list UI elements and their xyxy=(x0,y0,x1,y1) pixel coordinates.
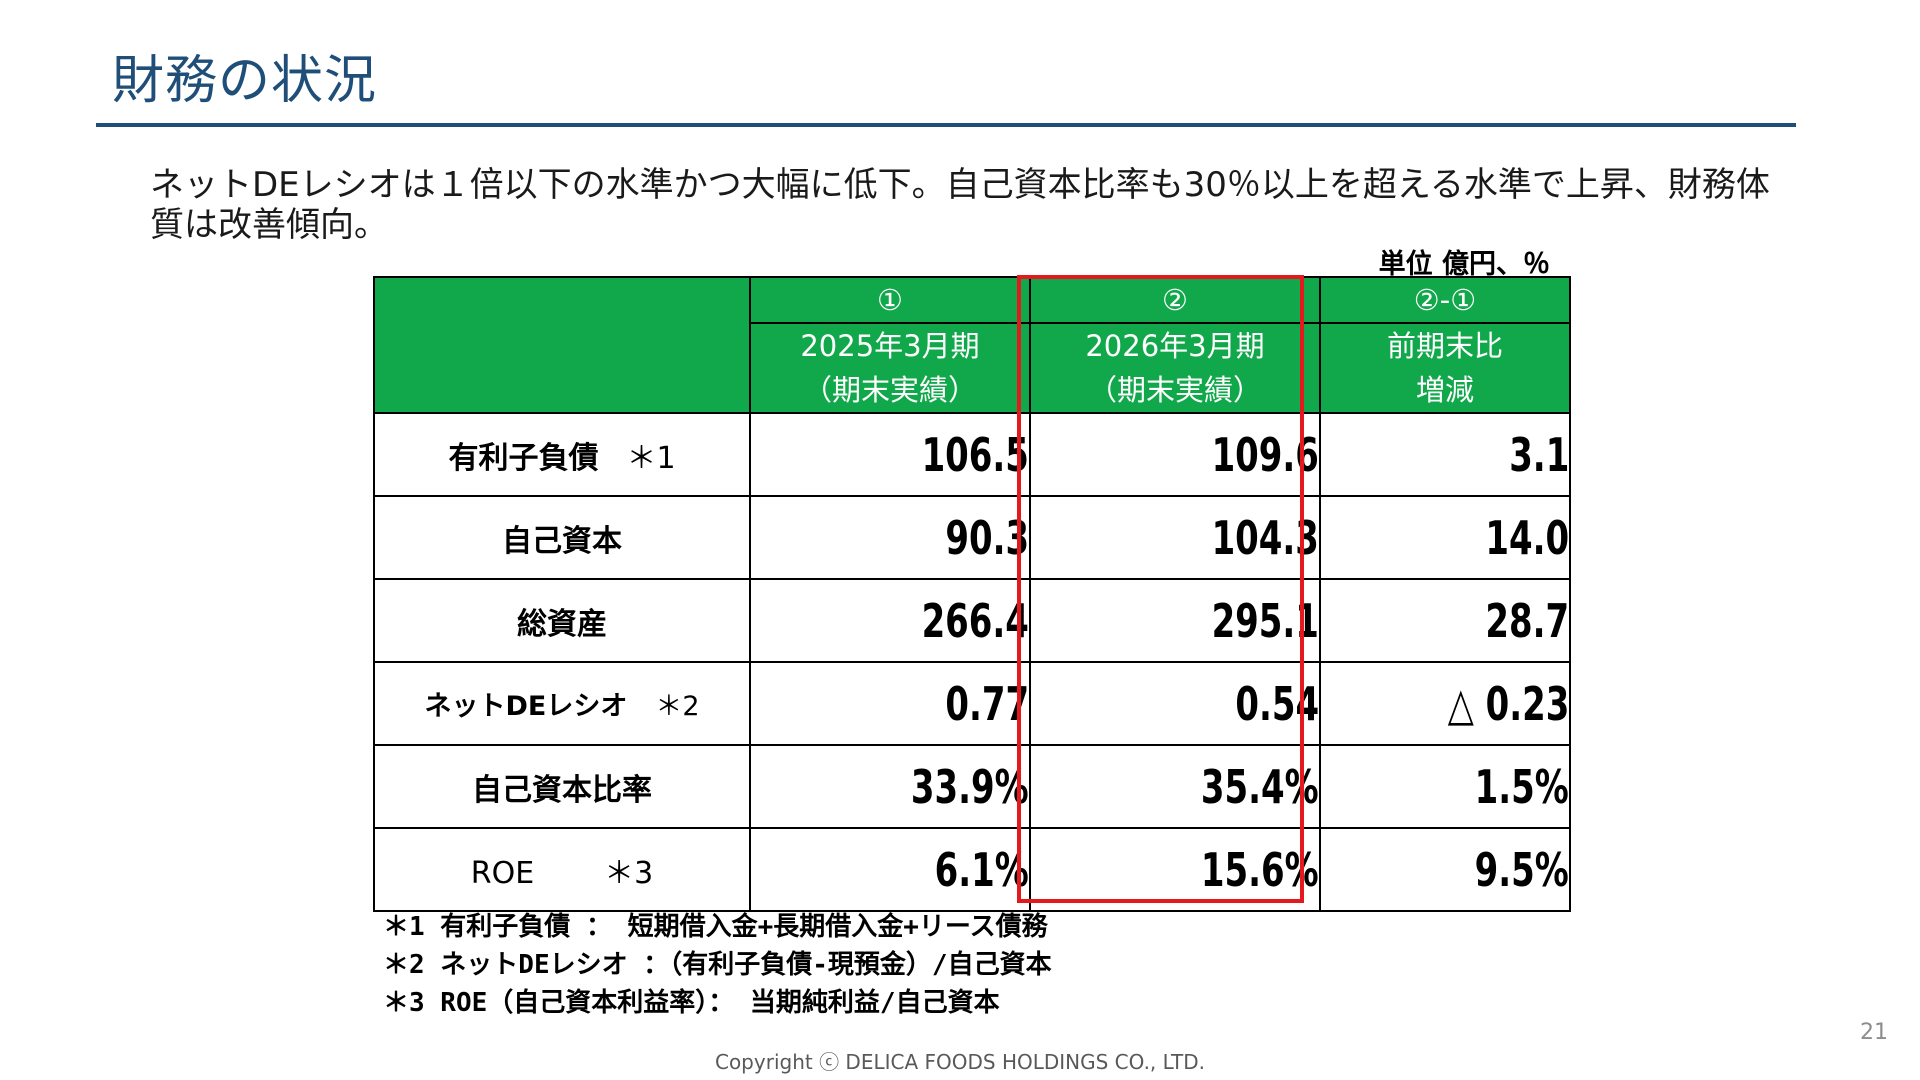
footnote-1: ＊1 有利子負債 ： 短期借入金+長期借入金+リース債務 xyxy=(383,912,1048,942)
row-value-change: 28.7 xyxy=(1319,578,1571,663)
row-value-change: △ 0.23 xyxy=(1319,661,1571,746)
row-value-change: 14.0 xyxy=(1319,495,1571,580)
footnote-3: ＊3 ROE（自己資本利益率）： 当期純利益/自己資本 xyxy=(383,988,1000,1018)
table-row: 総資産 266.4 295.1 28.7 xyxy=(373,578,1571,663)
page-title: 財務の状況 xyxy=(112,51,378,111)
row-value-2026: 35.4% xyxy=(1029,744,1321,829)
row-value-2025: 106.5 xyxy=(749,412,1031,497)
table-row: ROE ＊3 6.1% 15.6% 9.5% xyxy=(373,827,1571,912)
row-value-2026: 0.54 xyxy=(1029,661,1321,746)
row-value-2026: 15.6% xyxy=(1029,827,1321,912)
header-col1-mark: ① xyxy=(749,276,1031,324)
row-value-2026: 109.6 xyxy=(1029,412,1321,497)
row-label: 総資産 xyxy=(373,578,751,663)
table-row: 有利子負債 ＊1 106.5 109.6 3.1 xyxy=(373,412,1571,497)
footnote-2: ＊2 ネットDEレシオ ：（有利子負債-現預金）/自己資本 xyxy=(383,950,1052,980)
row-value-2025: 266.4 xyxy=(749,578,1031,663)
title-divider xyxy=(96,123,1796,127)
header-col2-period: 2026年3月期 xyxy=(1029,322,1321,368)
header-col2-mark: ② xyxy=(1029,276,1321,324)
copyright-footer: Copyright ⓒ DELICA FOODS HOLDINGS CO., L… xyxy=(714,1050,1206,1074)
table-row: 自己資本比率 33.9% 35.4% 1.5% xyxy=(373,744,1571,829)
table-row: ネットDEレシオ ＊2 0.77 0.54 △ 0.23 xyxy=(373,661,1571,746)
unit-label: 単位 億円、％ xyxy=(1378,249,1550,280)
row-label: 有利子負債 ＊1 xyxy=(373,412,751,497)
header-col3-label: 前期末比 xyxy=(1319,322,1571,368)
header-col1-sub: （期末実績） xyxy=(749,368,1031,414)
header-col2-sub: （期末実績） xyxy=(1029,368,1321,414)
footnotes: ＊1 有利子負債 ： 短期借入金+長期借入金+リース債務 ＊2 ネットDEレシオ… xyxy=(383,908,1052,1022)
row-value-change: 1.5% xyxy=(1319,744,1571,829)
header-col3-sub: 増減 xyxy=(1319,368,1571,414)
row-value-2026: 104.3 xyxy=(1029,495,1321,580)
header-col3-mark: ②-① xyxy=(1319,276,1571,324)
row-value-2025: 33.9% xyxy=(749,744,1031,829)
row-label: ROE ＊3 xyxy=(373,827,751,912)
table-row: 自己資本 90.3 104.3 14.0 xyxy=(373,495,1571,580)
financial-table: ① ② ②-① 2025年3月期 2026年3月期 前期末比 （期末実績） （期… xyxy=(373,276,1571,912)
lead-text: ネットDEレシオは１倍以下の水準かつ大幅に低下。自己資本比率も30％以上を超える… xyxy=(150,165,1770,245)
header-blank-cell xyxy=(373,276,751,414)
page-number: 21 xyxy=(1860,1020,1888,1045)
row-label: 自己資本 xyxy=(373,495,751,580)
row-label: ネットDEレシオ ＊2 xyxy=(373,661,751,746)
row-value-2025: 0.77 xyxy=(749,661,1031,746)
row-value-2025: 6.1% xyxy=(749,827,1031,912)
row-value-2026: 295.1 xyxy=(1029,578,1321,663)
row-label: 自己資本比率 xyxy=(373,744,751,829)
row-value-change: 3.1 xyxy=(1319,412,1571,497)
row-value-2025: 90.3 xyxy=(749,495,1031,580)
row-value-change: 9.5% xyxy=(1319,827,1571,912)
header-col1-period: 2025年3月期 xyxy=(749,322,1031,368)
